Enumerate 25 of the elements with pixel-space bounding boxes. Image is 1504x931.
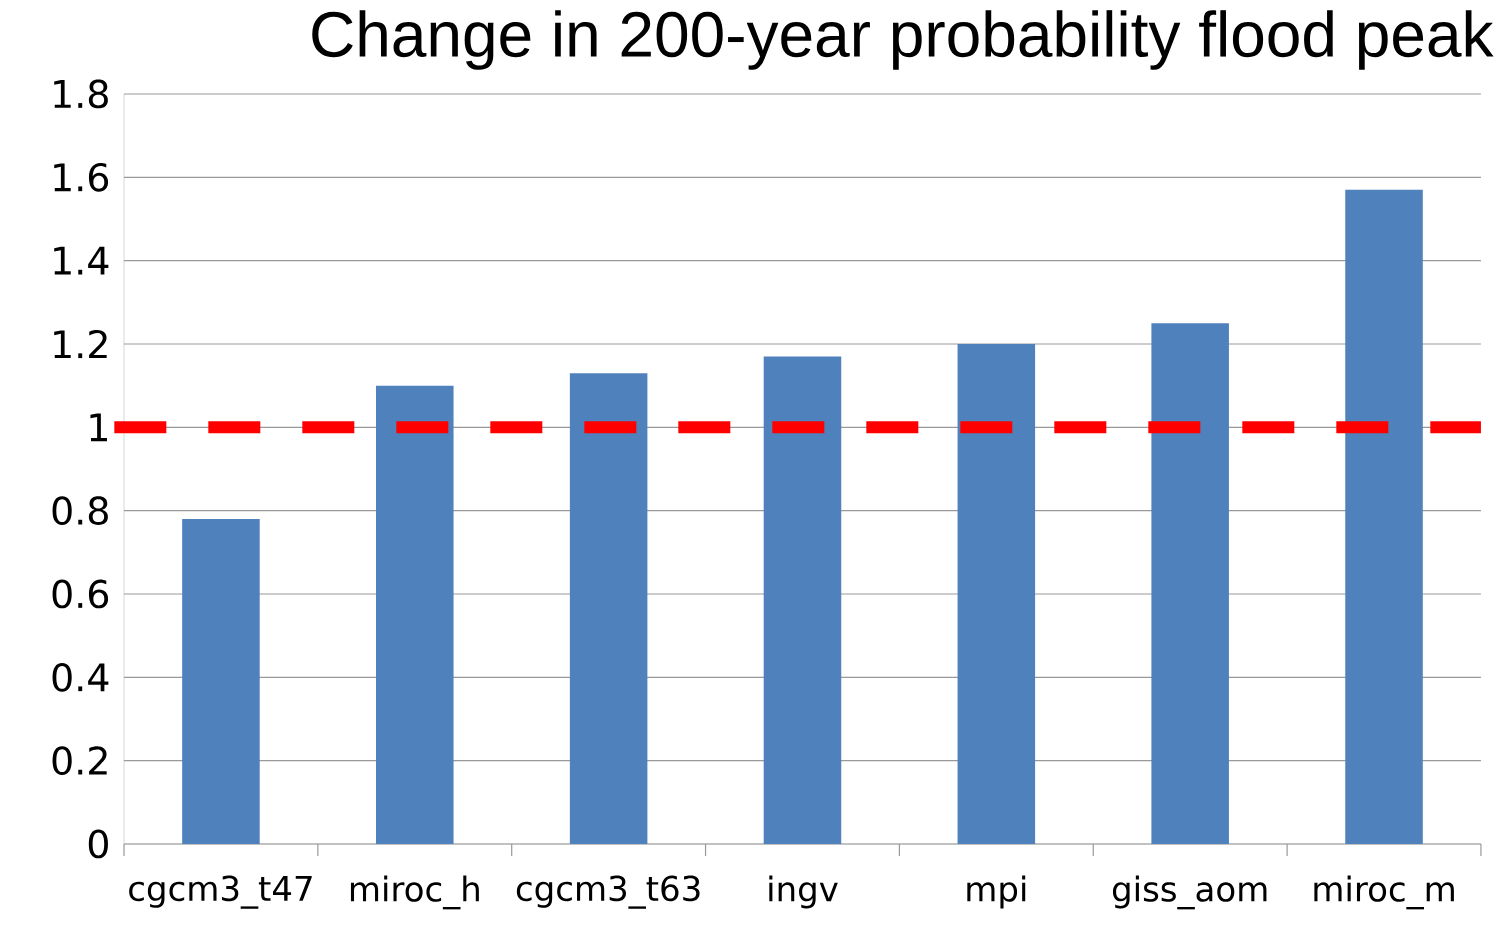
y-tick-label: 1.6	[54, 162, 109, 192]
bar	[1151, 323, 1229, 844]
y-tick-label: 1.2	[54, 329, 107, 359]
bar	[763, 356, 842, 844]
x-tick-label: miroc_h	[350, 875, 479, 910]
y-tick-label: 1.8	[54, 79, 108, 109]
y-tick-label: 0	[88, 829, 108, 859]
bar	[569, 373, 648, 844]
chart-title: Change in 200-year probability flood peak	[312, 10, 1494, 70]
y-tick-label: 0.8	[52, 496, 108, 526]
bar	[376, 385, 454, 844]
bar	[957, 343, 1036, 844]
bar	[182, 518, 260, 844]
y-tick-label: 1	[90, 413, 107, 442]
y-tick-label: 1.4	[54, 246, 109, 275]
x-tick-label: mpi	[967, 875, 1026, 909]
x-tick-label: cgcm3_t63	[516, 875, 700, 909]
x-tick-label: miroc_m	[1314, 875, 1454, 910]
y-tick-label: 0.2	[52, 746, 107, 776]
x-tick-label: giss_aom	[1112, 875, 1267, 910]
x-tick-label: cgcm3_t47	[129, 875, 312, 909]
bar	[1345, 189, 1423, 844]
y-tick-label: 0.6	[52, 579, 109, 609]
y-tick-label: 0.4	[52, 662, 109, 692]
x-tick-label: ingv	[769, 875, 838, 909]
